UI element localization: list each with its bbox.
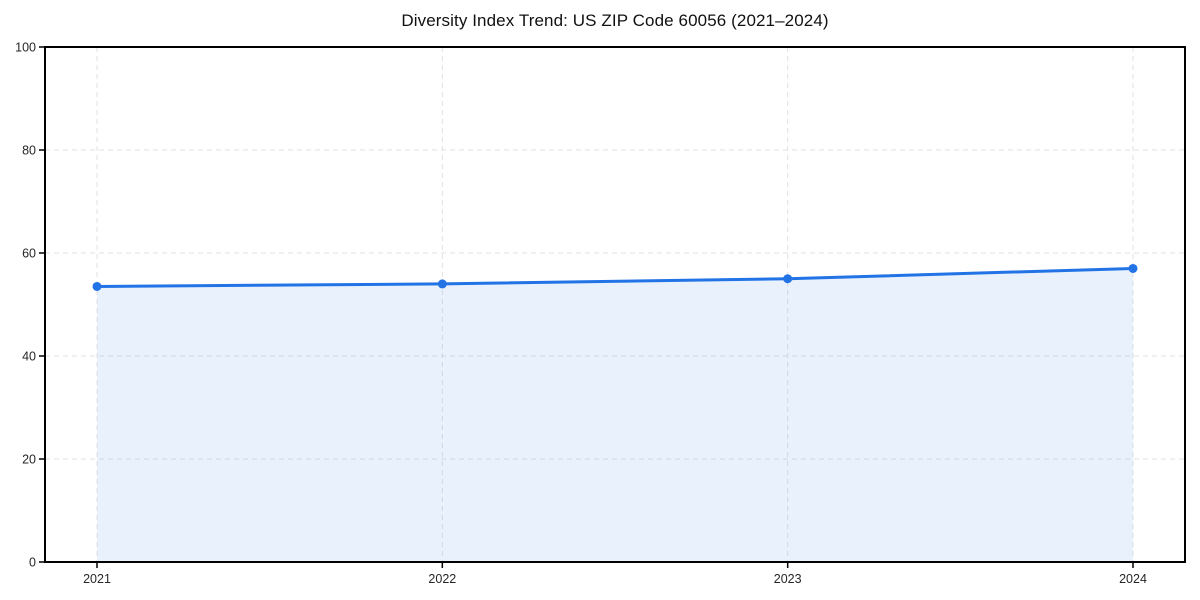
- x-axis-tick-label: 2024: [1119, 572, 1147, 586]
- data-point-marker: [783, 274, 793, 284]
- x-axis-tick-label: 2022: [428, 572, 456, 586]
- chart-title: Diversity Index Trend: US ZIP Code 60056…: [401, 11, 829, 30]
- y-axis-tick-label: 20: [22, 452, 36, 466]
- y-axis-tick-label: 40: [22, 349, 36, 363]
- x-axis-tick-label: 2023: [774, 572, 802, 586]
- plot-border: [44, 46, 1186, 563]
- y-axis-tick-label: 80: [22, 143, 36, 157]
- trend-line: [95, 266, 1135, 288]
- y-axis-tick-label: 0: [29, 555, 36, 569]
- y-axis-tick-label: 100: [15, 40, 36, 54]
- data-point-marker: [92, 281, 102, 291]
- data-point-marker: [1128, 263, 1138, 273]
- plot-background: [45, 47, 1185, 562]
- area-fill: [97, 268, 1133, 562]
- x-axis-tick-label: 2021: [83, 572, 111, 586]
- data-point-marker: [437, 279, 447, 289]
- y-axis-tick-label: 60: [22, 246, 36, 260]
